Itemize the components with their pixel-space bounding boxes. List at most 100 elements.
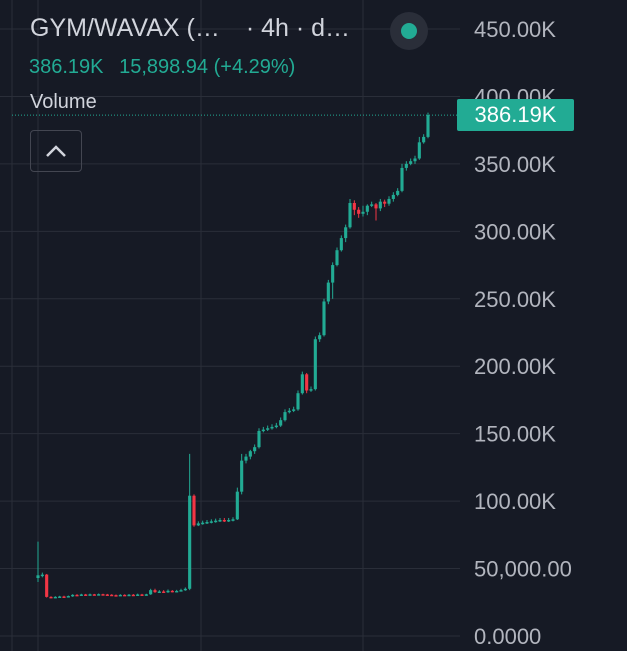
candle [318,335,322,340]
candle [227,519,231,522]
candle [244,456,248,461]
candle [361,211,365,214]
candle [45,574,49,597]
candle [313,339,317,390]
y-tick-label: 50,000.00 [474,557,572,582]
candle [79,594,83,596]
candle [365,205,369,212]
candle [370,204,374,206]
chevron-up-icon [46,145,66,157]
candle [209,521,213,523]
candle [88,594,92,596]
candle [292,409,296,411]
candle [331,265,335,283]
candle [101,594,105,596]
candle [378,201,382,209]
volume-label[interactable]: Volume [30,91,97,113]
candle [114,595,118,597]
candle [335,250,339,266]
status-dot-icon [401,23,417,39]
y-tick-label: 250.00K [474,287,556,312]
candle [404,163,408,168]
candle [240,460,244,492]
candle [201,522,205,525]
candle [248,451,252,457]
candle [279,420,283,426]
candle [339,238,343,251]
candle [305,374,309,391]
candle [188,495,192,589]
candle [40,574,44,577]
candle [283,412,287,421]
candle [231,519,235,521]
candle [309,389,313,391]
candle [127,594,131,597]
candle [222,519,226,522]
collapse-button[interactable] [30,130,82,172]
candle [140,594,144,596]
status-indicator[interactable] [390,12,428,50]
candle [49,596,53,599]
candle [387,198,391,204]
candle [422,136,426,143]
candle [400,167,404,191]
candle [352,203,356,210]
candle [131,594,135,597]
candle [196,523,200,526]
interval-meta[interactable]: · 4h · d… [245,14,351,42]
candle [300,374,304,394]
y-tick-label: 350.00K [474,152,556,177]
pair-title[interactable]: GYM/WAVAX (… [30,14,220,42]
candle [413,158,417,162]
candle [118,594,122,597]
candle [183,588,187,591]
candle [136,594,140,596]
candle [153,590,157,593]
candle [383,201,387,204]
candle [179,590,183,592]
candle [144,594,148,596]
candle [426,115,430,137]
candle [71,594,75,597]
price-change: 15,898.94 (+4.29%) [119,56,296,78]
candle [257,430,261,448]
y-tick-label: 450.00K [474,17,556,42]
candle [149,590,153,595]
candle [253,447,257,452]
candle [36,575,40,578]
candle [357,209,361,214]
candle [62,596,66,598]
candle [266,428,270,430]
candle [105,594,109,596]
candle [348,203,352,228]
candle [391,194,395,199]
candle [110,594,114,597]
candle [296,393,300,410]
candle [170,590,174,593]
candle [287,410,291,413]
candle [75,594,79,597]
y-tick-label: 300.00K [474,219,556,244]
candle [344,227,348,239]
y-tick-label: 150.00K [474,422,556,447]
legend-values: 386.19K 15,898.94 (+4.29%) [29,56,295,79]
candle [409,161,413,164]
last-price-tag: 386.19K [457,99,574,131]
candle [66,596,70,598]
y-tick-label: 100.00K [474,489,556,514]
candle [53,596,57,599]
last-value: 386.19K [29,56,104,78]
candle [192,495,196,526]
candle [261,429,265,432]
candle [326,282,330,302]
candle [235,491,239,520]
candle [92,594,96,596]
y-tick-label: 200.00K [474,354,556,379]
candle [166,590,170,593]
candle [396,190,400,195]
candle [270,426,274,429]
candle [374,204,378,209]
candle [157,591,161,593]
candle [123,594,127,597]
candle [205,522,209,524]
